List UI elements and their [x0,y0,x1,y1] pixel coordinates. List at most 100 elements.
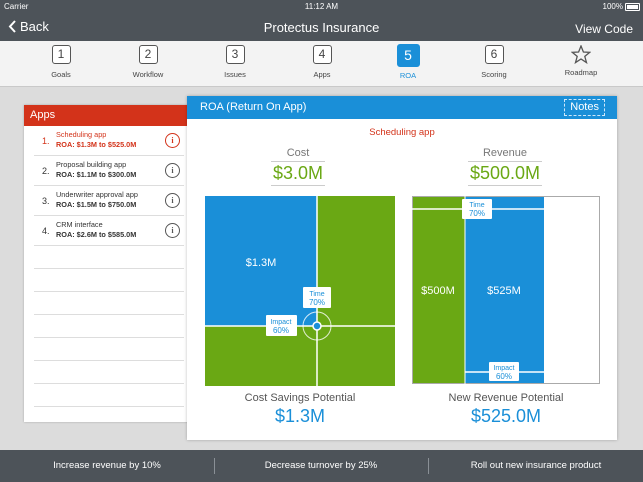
app-roa: ROA: $2.6M to $585.0M [56,230,137,239]
step-number: 5 [396,44,420,67]
empty-row [34,361,184,384]
revenue-base-label: $500M [421,285,455,297]
impact-label: Impact [270,319,291,326]
clock: 11:12 AM [304,2,339,11]
cost-savings-title: Cost Savings Potential [244,392,356,404]
notes-button[interactable]: Notes [564,99,605,116]
info-icon[interactable]: i [165,163,180,178]
drag-handle[interactable] [302,311,332,341]
step-number: 1 [51,45,71,64]
impact-label: Impact [493,365,514,372]
revenue-new-area [465,197,544,383]
apps-panel: Apps 1. Scheduling app ROA: $1.3M to $52… [24,105,190,422]
tab-label: ROA [399,71,417,80]
carrier-label: Carrier [4,2,29,11]
goal-item[interactable]: Increase revenue by 10% [53,460,161,471]
tab-label: Scoring [481,70,507,79]
app-list-item[interactable]: 1. Scheduling app ROA: $1.3M to $525.0M … [34,126,184,156]
time-value: 70% [309,298,325,307]
cost-metric: Cost $3.0M [218,147,378,186]
app-name: Proposal building app [56,160,127,169]
app-index: 4. [42,226,50,236]
back-label: Back [20,19,49,34]
page-title: Protectus Insurance [263,20,380,35]
new-revenue-value: $525.0M [470,406,542,426]
goal-item[interactable]: Roll out new insurance product [470,460,602,471]
step-number: 3 [225,45,245,64]
cost-title: Cost [286,147,310,159]
app-list-item[interactable]: 2. Proposal building app ROA: $1.1M to $… [34,156,184,186]
app-name: CRM interface [56,220,103,229]
tab-roa[interactable]: 5 ROA [378,44,438,80]
empty-row [34,338,184,361]
time-label: Time [309,291,324,298]
app-name: Underwriter approval app [56,190,138,199]
tab-label: Roadmap [564,68,598,77]
step-number: 4 [312,45,332,64]
tab-apps[interactable]: 4 Apps [292,45,352,79]
revenue-chart: $500M $525M Time 70% Impact 60% [412,196,600,384]
tab-issues[interactable]: 3 Issues [205,45,265,79]
divider [428,458,429,474]
apps-panel-title: Apps [24,105,190,126]
battery-icon [625,3,640,11]
cost-savings-area [205,196,317,326]
step-number: 6 [484,45,504,64]
goals-footer: Increase revenue by 10% Decrease turnove… [0,450,643,482]
back-button[interactable]: Back [8,19,49,34]
battery-percent: 100% [602,2,623,11]
cost-savings-value: $1.3M [274,406,326,426]
main-content: Apps 1. Scheduling app ROA: $1.3M to $52… [0,87,643,450]
empty-row [34,384,184,407]
roa-panel-header: ROA (Return On App) Notes [187,96,617,119]
selected-app-label: Scheduling app [369,127,435,138]
impact-tag[interactable]: Impact 60% [489,362,519,381]
tab-label: Goals [51,70,71,79]
empty-row [34,246,184,269]
cost-value: $3.0M [270,161,326,186]
revenue-metric: Revenue $500.0M [425,147,585,186]
revenue-new-label: $525M [487,285,521,297]
goal-item[interactable]: Decrease turnover by 25% [264,460,378,471]
revenue-value: $500.0M [467,161,543,186]
app-index: 2. [42,166,50,176]
tab-roadmap[interactable]: Roadmap [551,45,611,77]
app-name: Scheduling app [56,130,107,139]
time-label: Time [469,202,484,209]
info-icon[interactable]: i [165,223,180,238]
tab-workflow[interactable]: 2 Workflow [118,45,178,79]
roa-panel: ROA (Return On App) Notes Scheduling app… [187,96,617,440]
status-bar: Carrier 11:12 AM 100% [0,0,643,14]
time-value: 70% [469,209,485,218]
info-icon[interactable]: i [165,193,180,208]
app-index: 1. [42,136,50,146]
tab-label: Issues [224,70,246,79]
app-index: 3. [42,196,50,206]
tab-goals[interactable]: 1 Goals [31,45,91,79]
empty-row [34,292,184,315]
new-revenue-metric: New Revenue Potential $525.0M [411,392,601,427]
cost-savings-label: $1.3M [246,257,277,269]
app-roa: ROA: $1.5M to $750.0M [56,200,137,209]
time-tag: Time 70% [303,287,331,308]
empty-row [34,269,184,292]
step-number: 2 [138,45,158,64]
impact-value: 60% [496,372,512,381]
tab-label: Apps [313,70,331,79]
star-icon [571,45,591,64]
app-roa: ROA: $1.3M to $525.0M [56,140,137,149]
app-roa: ROA: $1.1M to $300.0M [56,170,137,179]
tab-scoring[interactable]: 6 Scoring [464,45,524,79]
divider [214,458,215,474]
revenue-title: Revenue [482,147,528,159]
step-tabs: 1 Goals 2 Workflow 3 Issues 4 Apps 5 ROA… [0,41,643,87]
info-icon[interactable]: i [165,133,180,148]
roa-panel-title: ROA (Return On App) [200,101,307,113]
view-code-button[interactable]: View Code [575,22,633,36]
app-list-item[interactable]: 4. CRM interface ROA: $2.6M to $585.0M i [34,216,184,246]
time-tag[interactable]: Time 70% [462,199,492,219]
impact-value: 60% [273,326,289,335]
chevron-left-icon [8,20,16,33]
app-list-item[interactable]: 3. Underwriter approval app ROA: $1.5M t… [34,186,184,216]
cost-savings-metric: Cost Savings Potential $1.3M [205,392,395,427]
